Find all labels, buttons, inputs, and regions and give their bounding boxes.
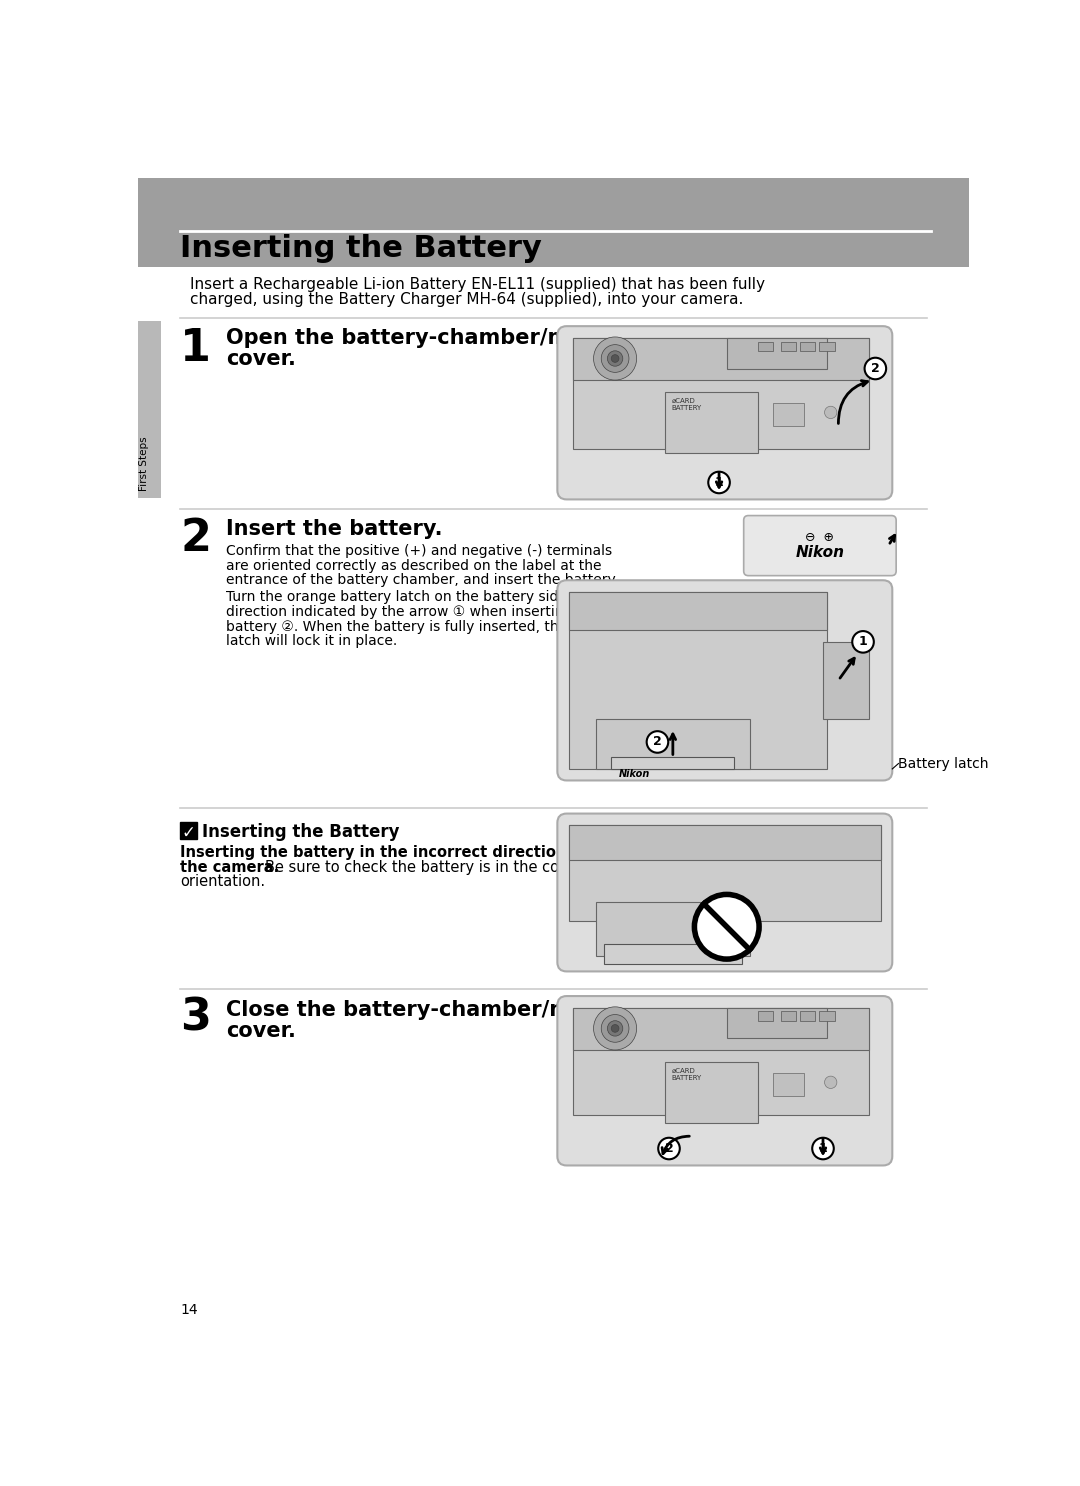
Circle shape: [602, 345, 629, 373]
Bar: [823, 642, 869, 719]
Circle shape: [852, 632, 874, 652]
Text: battery ②. When the battery is fully inserted, the battery: battery ②. When the battery is fully ins…: [226, 620, 623, 633]
Text: Inserting the battery in the incorrect direction may damage: Inserting the battery in the incorrect d…: [180, 846, 677, 860]
Circle shape: [611, 1024, 619, 1033]
Text: Insert a Rechargeable Li-ion Battery EN-EL11 (supplied) that has been fully: Insert a Rechargeable Li-ion Battery EN-…: [190, 276, 765, 291]
Text: 2: 2: [664, 1143, 673, 1155]
Bar: [773, 403, 804, 426]
Bar: [819, 1012, 835, 1021]
Circle shape: [611, 355, 619, 363]
Bar: [596, 719, 750, 768]
Text: cover.: cover.: [226, 349, 296, 369]
Circle shape: [812, 1138, 834, 1159]
Bar: [572, 337, 869, 449]
Text: Confirm that the positive (+) and negative (-) terminals: Confirm that the positive (+) and negati…: [226, 544, 612, 559]
Circle shape: [658, 1138, 679, 1159]
Bar: [800, 1012, 815, 1021]
Text: the camera.: the camera.: [180, 860, 284, 875]
Text: ⌀CARD: ⌀CARD: [672, 1067, 696, 1074]
Bar: [569, 591, 827, 768]
Text: BATTERY: BATTERY: [672, 406, 702, 412]
Bar: [727, 337, 827, 369]
Bar: [773, 1073, 804, 1097]
Text: 1: 1: [715, 476, 724, 489]
Circle shape: [865, 358, 886, 379]
Circle shape: [647, 731, 669, 753]
Circle shape: [594, 1008, 636, 1051]
Text: Inserting the Battery: Inserting the Battery: [202, 823, 400, 841]
FancyBboxPatch shape: [557, 813, 892, 972]
Text: are oriented correctly as described on the label at the: are oriented correctly as described on t…: [226, 559, 602, 572]
Bar: [596, 902, 750, 955]
Bar: [569, 825, 881, 860]
Text: Be sure to check the battery is in the correct: Be sure to check the battery is in the c…: [265, 860, 593, 875]
Text: First Steps: First Steps: [139, 435, 149, 490]
Text: cover.: cover.: [226, 1021, 296, 1042]
FancyBboxPatch shape: [557, 580, 892, 780]
Circle shape: [694, 895, 759, 958]
Circle shape: [824, 406, 837, 419]
Text: 14: 14: [180, 1303, 198, 1317]
Text: direction indicated by the arrow ① when inserting the: direction indicated by the arrow ① when …: [226, 605, 599, 618]
Circle shape: [602, 1015, 629, 1042]
Bar: [781, 342, 796, 351]
Bar: [572, 1008, 869, 1051]
Text: ⊖  ⊕: ⊖ ⊕: [806, 531, 835, 544]
Text: latch will lock it in place.: latch will lock it in place.: [226, 635, 397, 648]
Bar: [757, 1012, 773, 1021]
Text: Nikon: Nikon: [619, 768, 650, 779]
Bar: [757, 342, 773, 351]
Text: entrance of the battery chamber, and insert the battery.: entrance of the battery chamber, and ins…: [226, 574, 619, 587]
Text: BATTERY: BATTERY: [672, 1076, 702, 1082]
Circle shape: [708, 471, 730, 493]
Text: 2: 2: [653, 736, 662, 749]
Text: Battery latch: Battery latch: [899, 758, 989, 771]
Circle shape: [594, 337, 636, 380]
Text: orientation.: orientation.: [180, 874, 266, 890]
FancyBboxPatch shape: [557, 996, 892, 1165]
Text: ⌀CARD: ⌀CARD: [672, 398, 696, 404]
Bar: [569, 591, 827, 630]
Bar: [800, 342, 815, 351]
Bar: [665, 1061, 757, 1123]
Bar: [611, 758, 734, 768]
Bar: [572, 337, 869, 380]
FancyBboxPatch shape: [557, 325, 892, 499]
Text: 2: 2: [180, 517, 211, 560]
Bar: [569, 825, 881, 921]
Text: Inserting the Battery: Inserting the Battery: [180, 233, 542, 263]
Text: 3: 3: [180, 997, 211, 1040]
Text: Close the battery-chamber/memory card slot: Close the battery-chamber/memory card sl…: [226, 1000, 756, 1019]
Circle shape: [607, 351, 623, 366]
Bar: [781, 1012, 796, 1021]
Text: 1: 1: [819, 1143, 827, 1155]
Text: 2: 2: [870, 363, 880, 374]
Circle shape: [607, 1021, 623, 1036]
Text: Turn the orange battery latch on the battery side in the: Turn the orange battery latch on the bat…: [226, 590, 611, 605]
Bar: [572, 1008, 869, 1116]
Text: Nikon: Nikon: [795, 545, 845, 560]
Bar: [180, 822, 197, 840]
Bar: [604, 945, 742, 964]
FancyBboxPatch shape: [744, 516, 896, 575]
Text: ✓: ✓: [181, 823, 195, 841]
Text: 1: 1: [859, 636, 867, 648]
Text: Open the battery-chamber/memory card slot: Open the battery-chamber/memory card slo…: [226, 328, 754, 349]
Text: charged, using the Battery Charger MH-64 (supplied), into your camera.: charged, using the Battery Charger MH-64…: [190, 293, 743, 308]
Text: 1: 1: [180, 327, 211, 370]
Bar: [819, 342, 835, 351]
Bar: [138, 321, 161, 498]
Text: Insert the battery.: Insert the battery.: [226, 520, 443, 539]
Bar: [665, 392, 757, 453]
Circle shape: [824, 1076, 837, 1088]
Bar: [727, 1008, 827, 1039]
Bar: [138, 178, 970, 267]
